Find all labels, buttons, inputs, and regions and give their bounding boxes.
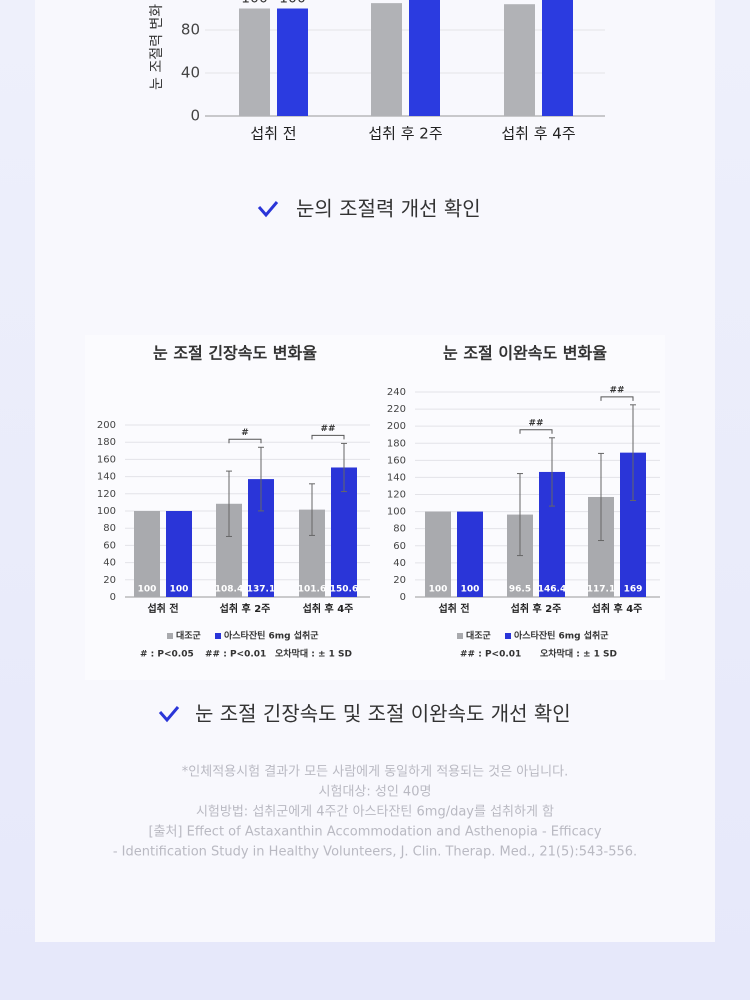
- chart-box: [85, 335, 665, 680]
- value-label: 96.5: [509, 585, 531, 595]
- bar: [239, 8, 270, 116]
- x-tick-label: 섭취 전: [147, 602, 178, 615]
- significance-label: #: [241, 428, 249, 438]
- significance-label: ##: [320, 424, 335, 434]
- bar: [277, 8, 308, 116]
- significance-bracket: [311, 434, 345, 440]
- y-tick-label: 60: [393, 541, 406, 552]
- caption: 눈 조절 긴장속도 및 조절 이완속도 개선 확인: [195, 702, 571, 726]
- chart-title: 눈 조절 이완속도 변화율: [443, 344, 607, 363]
- bar: [166, 511, 192, 597]
- value-label: 101.6: [298, 585, 326, 595]
- bar: [134, 511, 160, 597]
- y-tick-label: 80: [103, 523, 116, 534]
- y-tick-label: 0: [110, 592, 116, 603]
- y-axis-label: 눈 조절력 변화: [149, 4, 165, 90]
- y-tick-label: 60: [103, 540, 116, 551]
- value-label: 117.1: [587, 585, 615, 595]
- note: 오차막대 : ± 1 SD: [540, 648, 617, 660]
- legend-label: 대조군: [466, 630, 492, 642]
- value-label: 105: [373, 0, 400, 1]
- value-label: 100: [429, 585, 448, 595]
- legend-swatch: [167, 633, 173, 639]
- y-tick-label: 200: [97, 420, 116, 431]
- bar: [371, 3, 402, 116]
- bar: [409, 0, 440, 116]
- significance-bracket: [519, 429, 553, 434]
- significance-bracket: [228, 438, 262, 444]
- check-icon: [257, 201, 279, 218]
- value-label: 100: [170, 585, 189, 595]
- legend-label: 아스타잔틴 6mg 섭취군: [514, 630, 609, 642]
- chart-title: 눈 조절 긴장속도 변화율: [153, 344, 317, 363]
- note: ## : P<0.01: [460, 650, 521, 660]
- x-tick-label: 섭취 후 2주: [220, 602, 271, 615]
- value-label: 100: [138, 585, 157, 595]
- x-tick-label: 섭취 후 2주: [368, 125, 442, 143]
- y-tick-label: 140: [387, 472, 406, 483]
- x-tick-label: 섭취 후 4주: [592, 602, 643, 615]
- legend-label: 대조군: [176, 630, 202, 642]
- note: 오차막대 : ± 1 SD: [275, 648, 352, 660]
- significance-bracket: [600, 396, 634, 401]
- check-icon: [158, 706, 180, 723]
- significance-label: ##: [528, 418, 543, 428]
- x-tick-label: 섭취 후 4주: [501, 125, 575, 143]
- y-tick-label: 180: [387, 438, 406, 449]
- bar: [504, 4, 535, 117]
- y-tick-label: 0: [400, 592, 406, 603]
- note: ## : P<0.01: [205, 650, 266, 660]
- footnote: [출처] Effect of Astaxanthin Accommodation…: [148, 825, 601, 840]
- footnote: 시험대상: 성인 40명: [319, 785, 432, 800]
- y-tick-label: 160: [97, 454, 116, 465]
- x-tick-label: 섭취 후 4주: [303, 602, 354, 615]
- bar: [425, 511, 451, 597]
- y-tick-label: 100: [387, 507, 406, 518]
- bar: [542, 0, 573, 116]
- caption: 눈의 조절력 개선 확인: [296, 197, 481, 221]
- value-label: 104: [506, 0, 533, 2]
- y-tick-label: 240: [387, 387, 406, 398]
- y-tick-label: 80: [181, 21, 200, 39]
- value-label: 100: [461, 585, 480, 595]
- value-label: 108.4: [215, 585, 243, 595]
- y-tick-label: 140: [97, 472, 116, 483]
- y-tick-label: 0: [190, 107, 200, 125]
- significance-label: ##: [609, 385, 624, 395]
- footnote: 시험방법: 섭취군에게 4주간 아스타잔틴 6mg/day를 섭취하게 함: [196, 805, 554, 820]
- footnote: *인체적용시험 결과가 모든 사람에게 동일하게 적용되는 것은 아닙니다.: [182, 765, 568, 780]
- value-label: 150.6: [330, 585, 358, 595]
- y-tick-label: 120: [97, 489, 116, 500]
- note: # : P<0.05: [140, 650, 194, 660]
- value-label: 100: [279, 0, 306, 7]
- y-tick-label: 40: [103, 558, 116, 569]
- y-tick-label: 180: [97, 437, 116, 448]
- value-label: 146.4: [538, 585, 566, 595]
- x-tick-label: 섭취 후 2주: [511, 602, 562, 615]
- y-tick-label: 120: [387, 490, 406, 501]
- y-tick-label: 20: [393, 575, 406, 586]
- value-label: 169: [624, 585, 643, 595]
- x-tick-label: 섭취 전: [250, 125, 296, 143]
- x-tick-label: 섭취 전: [438, 602, 469, 615]
- footnote: - Identification Study in Healthy Volunt…: [113, 845, 637, 860]
- legend-swatch: [215, 633, 221, 639]
- y-tick-label: 40: [393, 558, 406, 569]
- value-label: 100: [241, 0, 268, 7]
- y-tick-label: 100: [97, 506, 116, 517]
- legend-label: 아스타잔틴 6mg 섭취군: [224, 630, 319, 642]
- legend-swatch: [505, 633, 511, 639]
- y-tick-label: 80: [393, 524, 406, 535]
- bar: [457, 511, 483, 597]
- value-label: 137.1: [247, 585, 275, 595]
- y-tick-label: 220: [387, 404, 406, 415]
- y-tick-label: 160: [387, 455, 406, 466]
- legend-swatch: [457, 633, 463, 639]
- y-tick-label: 20: [103, 575, 116, 586]
- y-tick-label: 200: [387, 421, 406, 432]
- y-tick-label: 40: [181, 64, 200, 82]
